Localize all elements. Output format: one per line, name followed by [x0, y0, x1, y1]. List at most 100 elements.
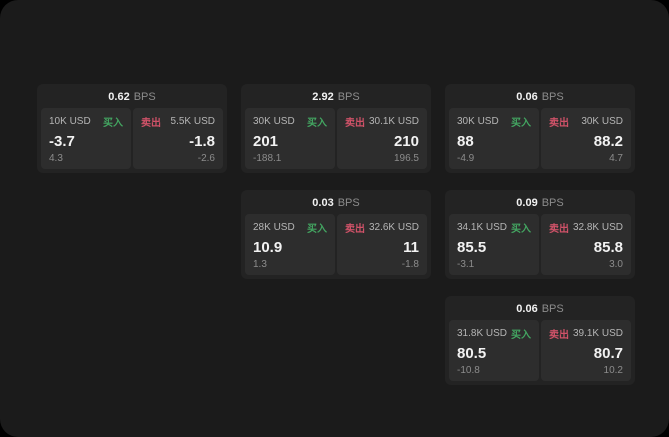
- card-header: 2.92 BPS: [241, 84, 431, 107]
- bps-value: 2.92: [312, 91, 334, 103]
- bps-unit-label: BPS: [541, 91, 564, 103]
- buy-sub-value: 1.3: [253, 259, 267, 270]
- sell-panel-top: 卖出 30.1K USD: [345, 114, 419, 129]
- buy-price: 88: [457, 132, 474, 150]
- sell-sub-value: 196.5: [393, 153, 419, 164]
- sell-amount: 5.5K USD: [170, 116, 215, 127]
- buy-sub-value: 4.3: [49, 153, 63, 164]
- sell-tag: 卖出: [549, 330, 569, 341]
- buy-tag: 买入: [511, 118, 531, 129]
- quote-panels: 30K USD 买入 88 -4.9 卖出 30K USD 88.2 4.7: [445, 107, 635, 173]
- buy-price: -3.7: [49, 132, 75, 150]
- quote-panels: 30K USD 买入 201 -188.1 卖出 30.1K USD 210 1…: [241, 107, 431, 173]
- quote-card[interactable]: 0.09 BPS 34.1K USD 买入 85.5 -3.1 卖出 32.8K…: [445, 190, 635, 279]
- buy-sub-value: -10.8: [457, 365, 480, 376]
- buy-amount: 30K USD: [253, 116, 295, 127]
- card-header: 0.03 BPS: [241, 190, 431, 213]
- buy-tag: 买入: [103, 118, 123, 129]
- buy-panel[interactable]: 10K USD 买入 -3.7 4.3: [41, 108, 131, 169]
- sell-amount: 32.8K USD: [572, 222, 623, 233]
- sell-price: 88.2: [593, 132, 623, 150]
- sell-price: 11: [403, 238, 419, 256]
- sell-amount: 30.1K USD: [368, 116, 419, 127]
- sell-tag: 卖出: [141, 118, 161, 129]
- card-header: 0.06 BPS: [445, 296, 635, 319]
- sell-panel-top: 卖出 5.5K USD: [141, 114, 215, 129]
- sell-tag: 卖出: [345, 224, 365, 235]
- sell-tag: 卖出: [345, 118, 365, 129]
- bps-value: 0.62: [108, 91, 130, 103]
- sell-panel[interactable]: 卖出 32.8K USD 85.8 3.0: [541, 214, 631, 275]
- sell-sub-value: -1.8: [401, 259, 419, 270]
- quote-card[interactable]: 0.06 BPS 30K USD 买入 88 -4.9 卖出 30K USD 8…: [445, 84, 635, 173]
- buy-price: 80.5: [457, 344, 487, 362]
- buy-sub-value: -3.1: [457, 259, 475, 270]
- buy-panel-top: 34.1K USD 买入: [457, 220, 531, 235]
- quote-card[interactable]: 0.62 BPS 10K USD 买入 -3.7 4.3 卖出 5.5K USD…: [37, 84, 227, 173]
- sell-panel[interactable]: 卖出 39.1K USD 80.7 10.2: [541, 320, 631, 381]
- sell-price: 85.8: [593, 238, 623, 256]
- quote-panels: 28K USD 买入 10.9 1.3 卖出 32.6K USD 11 -1.8: [241, 213, 431, 279]
- buy-panel-top: 28K USD 买入: [253, 220, 327, 235]
- quote-card[interactable]: 0.03 BPS 28K USD 买入 10.9 1.3 卖出 32.6K US…: [241, 190, 431, 279]
- sell-amount: 32.6K USD: [368, 222, 419, 233]
- buy-amount: 31.8K USD: [457, 328, 508, 339]
- bps-value: 0.06: [516, 91, 538, 103]
- bps-unit-label: BPS: [133, 91, 156, 103]
- sell-price: 80.7: [593, 344, 623, 362]
- sell-amount: 39.1K USD: [572, 328, 623, 339]
- buy-sub-value: -4.9: [457, 153, 475, 164]
- buy-price: 201: [253, 132, 279, 150]
- sell-panel[interactable]: 卖出 32.6K USD 11 -1.8: [337, 214, 427, 275]
- sell-panel[interactable]: 卖出 30K USD 88.2 4.7: [541, 108, 631, 169]
- sell-panel-top: 卖出 32.8K USD: [549, 220, 623, 235]
- sell-price: -1.8: [189, 132, 215, 150]
- sell-amount: 30K USD: [581, 116, 623, 127]
- sell-sub-value: 4.7: [609, 153, 623, 164]
- bps-unit-label: BPS: [541, 197, 564, 209]
- buy-amount: 34.1K USD: [457, 222, 508, 233]
- card-header: 0.09 BPS: [445, 190, 635, 213]
- buy-panel[interactable]: 31.8K USD 买入 80.5 -10.8: [449, 320, 539, 381]
- bps-unit-label: BPS: [541, 303, 564, 315]
- bps-unit-label: BPS: [337, 197, 360, 209]
- bps-value: 0.09: [516, 197, 538, 209]
- buy-amount: 10K USD: [49, 116, 91, 127]
- bps-value: 0.06: [516, 303, 538, 315]
- buy-tag: 买入: [511, 330, 531, 341]
- sell-sub-value: -2.6: [197, 153, 215, 164]
- buy-panel[interactable]: 34.1K USD 买入 85.5 -3.1: [449, 214, 539, 275]
- bps-unit-label: BPS: [337, 91, 360, 103]
- sell-tag: 卖出: [549, 224, 569, 235]
- buy-panel[interactable]: 28K USD 买入 10.9 1.3: [245, 214, 335, 275]
- sell-panel-top: 卖出 30K USD: [549, 114, 623, 129]
- buy-panel-top: 30K USD 买入: [253, 114, 327, 129]
- sell-panel[interactable]: 卖出 5.5K USD -1.8 -2.6: [133, 108, 223, 169]
- quote-card[interactable]: 0.06 BPS 31.8K USD 买入 80.5 -10.8 卖出 39.1…: [445, 296, 635, 385]
- sell-tag: 卖出: [549, 118, 569, 129]
- quote-panels: 10K USD 买入 -3.7 4.3 卖出 5.5K USD -1.8 -2.…: [37, 107, 227, 173]
- bps-value: 0.03: [312, 197, 334, 209]
- sell-sub-value: 3.0: [609, 259, 623, 270]
- sell-panel[interactable]: 卖出 30.1K USD 210 196.5: [337, 108, 427, 169]
- quote-card[interactable]: 2.92 BPS 30K USD 买入 201 -188.1 卖出 30.1K …: [241, 84, 431, 173]
- buy-price: 10.9: [253, 238, 283, 256]
- quote-panels: 34.1K USD 买入 85.5 -3.1 卖出 32.8K USD 85.8…: [445, 213, 635, 279]
- buy-sub-value: -188.1: [253, 153, 282, 164]
- card-header: 0.62 BPS: [37, 84, 227, 107]
- buy-amount: 30K USD: [457, 116, 499, 127]
- buy-tag: 买入: [307, 224, 327, 235]
- buy-amount: 28K USD: [253, 222, 295, 233]
- quote-cards-grid: 0.62 BPS 10K USD 买入 -3.7 4.3 卖出 5.5K USD…: [37, 84, 635, 385]
- buy-tag: 买入: [511, 224, 531, 235]
- sell-panel-top: 卖出 32.6K USD: [345, 220, 419, 235]
- buy-panel[interactable]: 30K USD 买入 88 -4.9: [449, 108, 539, 169]
- card-header: 0.06 BPS: [445, 84, 635, 107]
- buy-panel-top: 10K USD 买入: [49, 114, 123, 129]
- buy-tag: 买入: [307, 118, 327, 129]
- sell-price: 210: [393, 132, 419, 150]
- buy-price: 85.5: [457, 238, 487, 256]
- buy-panel[interactable]: 30K USD 买入 201 -188.1: [245, 108, 335, 169]
- quote-panels: 31.8K USD 买入 80.5 -10.8 卖出 39.1K USD 80.…: [445, 319, 635, 385]
